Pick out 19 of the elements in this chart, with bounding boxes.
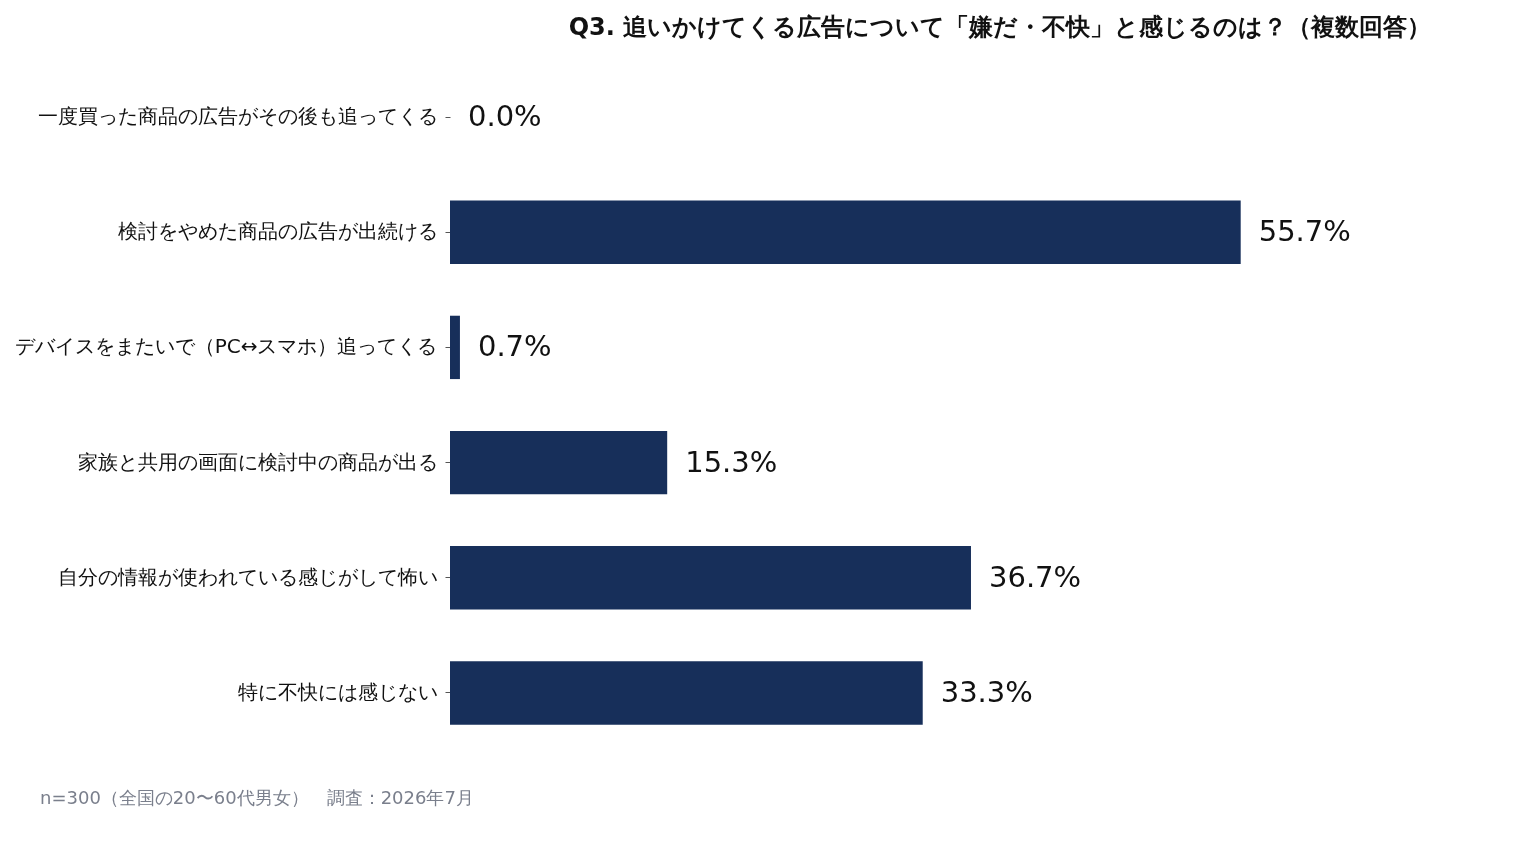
data-label: 0.0% <box>468 99 542 134</box>
y-tick-label: デバイスをまたいで（PC↔スマホ）追ってくる <box>14 334 438 359</box>
data-label: 36.7% <box>988 559 1082 594</box>
bar <box>450 661 923 725</box>
bar <box>450 315 460 380</box>
bar <box>450 430 668 495</box>
data-label: 55.7% <box>1258 214 1351 249</box>
text: n=300（全国の20〜60代男女） 調査：2026年7月 <box>40 787 474 808</box>
data-label: 0.7% <box>477 329 552 364</box>
y-tick-label: 自分の情報が使われている感じがして怖い <box>57 564 438 589</box>
chart-title: Q3. 追いかけてくる広告について「嫌だ・不快」と感じるのは？（複数回答） <box>568 13 1432 41</box>
data-label: 33.3% <box>940 674 1033 709</box>
y-tick-label: 検討をやめた商品の広告が出続ける <box>117 219 438 244</box>
data-label: 15.3% <box>685 444 778 479</box>
y-tick-label: 家族と共用の画面に検討中の商品が出る <box>77 449 438 474</box>
y-tick-label: 一度買った商品の広告がその後も追ってくる <box>37 104 438 129</box>
bar <box>450 546 971 610</box>
bar <box>450 200 1241 264</box>
y-tick-label: 特に不快には感じない <box>237 679 438 704</box>
